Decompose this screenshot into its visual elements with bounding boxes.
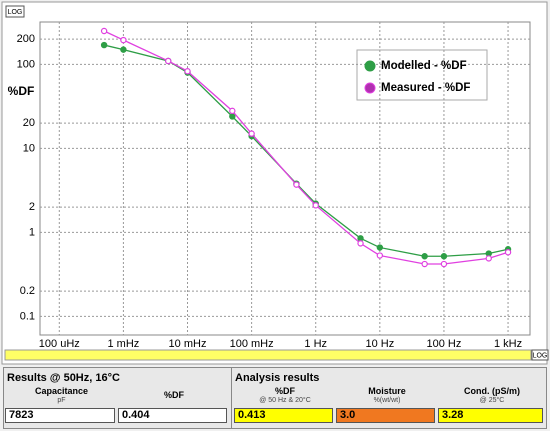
y-tick-label: 0.1 (20, 310, 35, 322)
column-header: Cond. (pS/m) @ 25°C (438, 386, 546, 406)
log-badge-text[interactable]: LOG (8, 9, 23, 16)
data-point (120, 36, 127, 44)
column-header: Moisture %(wt/wt) (336, 386, 438, 406)
series-line (103, 30, 509, 265)
column-label: %DF (164, 390, 184, 400)
data-point (248, 130, 255, 137)
results-title: Results @ 50Hz, 16°C (7, 372, 120, 384)
value-box: 3.28 (438, 408, 543, 423)
column-header: %DF @ 50 Hz & 20°C (234, 386, 336, 406)
column-unit: %(wt/wt) (373, 397, 401, 404)
legend-marker (364, 60, 376, 72)
column-label: Moisture (368, 386, 406, 396)
data-point (485, 255, 492, 262)
data-point (376, 244, 384, 251)
value-box: 3.0 (336, 408, 435, 423)
value-box: 0.413 (234, 408, 333, 423)
x-tick-label: 1 Hz (304, 338, 327, 350)
x-tick-label: 100 Hz (427, 338, 462, 350)
divider (231, 368, 232, 428)
y-tick-label: 0.2 (20, 285, 35, 297)
legend-marker (364, 82, 376, 94)
data-point (440, 253, 448, 260)
column-unit: @ 50 Hz & 20°C (259, 397, 311, 404)
log-badge-text[interactable]: LOG (533, 352, 548, 359)
analysis-title: Analysis results (235, 372, 320, 384)
x-tick-label: 10 mHz (169, 338, 207, 350)
column-unit: @ 25°C (479, 397, 505, 404)
value-box: 0.404 (118, 408, 227, 423)
y-tick-label: 20 (23, 117, 35, 129)
data-point (229, 107, 236, 115)
data-point (357, 235, 364, 242)
log-badge[interactable] (531, 349, 549, 361)
column-header: %DF (118, 390, 230, 400)
data-point (421, 260, 428, 268)
data-point (229, 113, 236, 120)
x-tick-label: 100 mHz (230, 338, 274, 350)
y-tick-label: 1 (29, 226, 35, 238)
data-point (100, 27, 108, 35)
x-tick-label: 100 uHz (39, 338, 80, 350)
x-tick-label: 10 Hz (365, 338, 394, 350)
x-tick-label: 1 kHz (494, 338, 522, 350)
chart: LOG %DF LOG 0.1 0.2 1 2 10 20 100 200 100 uHz 1 m… (1, 1, 549, 365)
column-label: Capacitance (34, 386, 89, 396)
data-point (100, 41, 108, 49)
y-tick-label: 2 (29, 201, 35, 213)
data-point (421, 253, 428, 260)
value-box: 7823 (5, 408, 115, 423)
y-tick-label: 200 (17, 33, 35, 45)
data-point (120, 46, 127, 53)
y-tick-label: 10 (23, 142, 35, 154)
data-point (357, 240, 364, 247)
legend (356, 49, 488, 101)
legend-label: Modelled - %DF (381, 60, 467, 72)
column-unit: pF (57, 397, 66, 404)
y-tick-label: 100 (17, 58, 35, 70)
y-axis-label: %DF (8, 84, 35, 98)
log-badge[interactable] (5, 5, 25, 18)
data-point (184, 68, 191, 75)
scrollbar[interactable] (4, 349, 532, 361)
data-point (440, 260, 448, 268)
legend-label: Measured - %DF (381, 82, 470, 94)
data-point (293, 181, 300, 188)
data-point (312, 202, 319, 209)
data-point (504, 249, 512, 256)
column-label: %DF (275, 386, 295, 396)
data-point (165, 57, 172, 65)
x-tick-label: 1 mHz (108, 338, 140, 350)
data-point (376, 252, 384, 259)
column-header: Capacitance pF (5, 386, 118, 406)
results-panel: Results @ 50Hz, 16°C Analysis results Ca… (3, 367, 547, 429)
column-label: Cond. (pS/m) (464, 386, 520, 396)
